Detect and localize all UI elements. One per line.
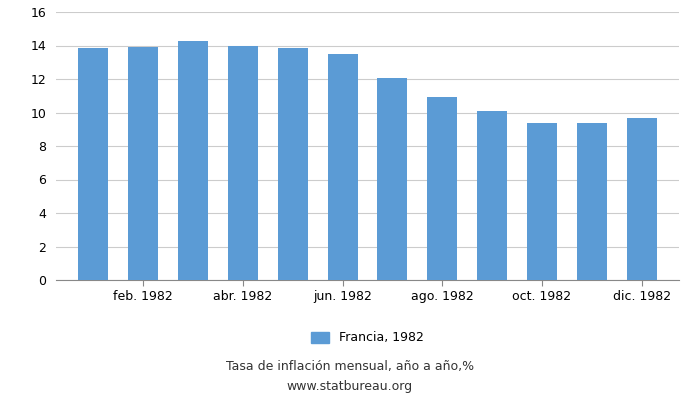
- Bar: [128, 47, 158, 280]
- Bar: [577, 122, 607, 280]
- Bar: [527, 123, 557, 280]
- Bar: [228, 46, 258, 280]
- Bar: [477, 111, 507, 280]
- Bar: [427, 98, 457, 280]
- Bar: [328, 54, 358, 280]
- Bar: [178, 41, 208, 280]
- Text: www.statbureau.org: www.statbureau.org: [287, 380, 413, 393]
- Legend: Francia, 1982: Francia, 1982: [306, 326, 429, 350]
- Bar: [377, 78, 407, 280]
- Bar: [278, 48, 308, 280]
- Text: Tasa de inflación mensual, año a año,%: Tasa de inflación mensual, año a año,%: [226, 360, 474, 373]
- Bar: [626, 118, 657, 280]
- Bar: [78, 48, 108, 280]
